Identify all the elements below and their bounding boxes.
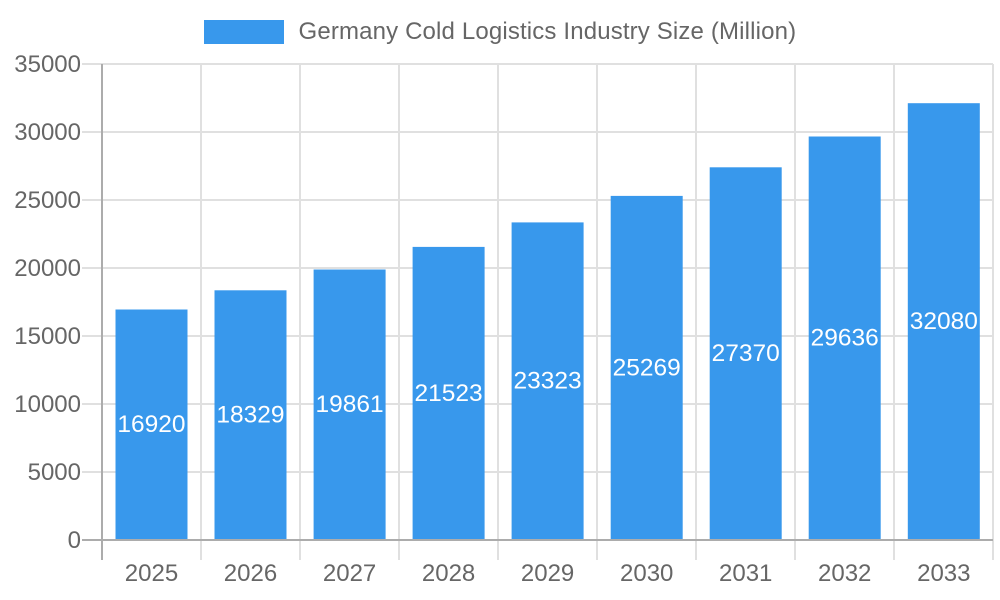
svg-text:20000: 20000 (14, 255, 81, 282)
svg-text:27370: 27370 (712, 340, 780, 367)
svg-text:23323: 23323 (514, 368, 582, 395)
svg-text:30000: 30000 (14, 119, 81, 146)
svg-text:16920: 16920 (117, 411, 185, 438)
svg-text:35000: 35000 (14, 51, 81, 78)
svg-text:2028: 2028 (422, 560, 475, 587)
svg-text:25269: 25269 (613, 355, 681, 382)
svg-text:2026: 2026 (224, 560, 277, 587)
svg-text:2030: 2030 (620, 560, 673, 587)
svg-text:5000: 5000 (28, 459, 81, 486)
svg-text:19861: 19861 (316, 391, 384, 418)
svg-text:10000: 10000 (14, 391, 81, 418)
svg-text:15000: 15000 (14, 323, 81, 350)
svg-text:2031: 2031 (719, 560, 772, 587)
svg-text:32080: 32080 (910, 308, 978, 335)
svg-text:2027: 2027 (323, 560, 376, 587)
svg-text:2025: 2025 (125, 560, 178, 587)
svg-text:0: 0 (68, 527, 81, 554)
svg-text:2032: 2032 (818, 560, 871, 587)
svg-text:2033: 2033 (917, 560, 970, 587)
svg-text:18329: 18329 (216, 402, 284, 429)
svg-text:2029: 2029 (521, 560, 574, 587)
svg-text:29636: 29636 (811, 325, 879, 352)
svg-text:21523: 21523 (415, 380, 483, 407)
svg-text:25000: 25000 (14, 187, 81, 214)
svg-text:Germany Cold Logistics Industr: Germany Cold Logistics Industry Size (Mi… (299, 18, 797, 45)
